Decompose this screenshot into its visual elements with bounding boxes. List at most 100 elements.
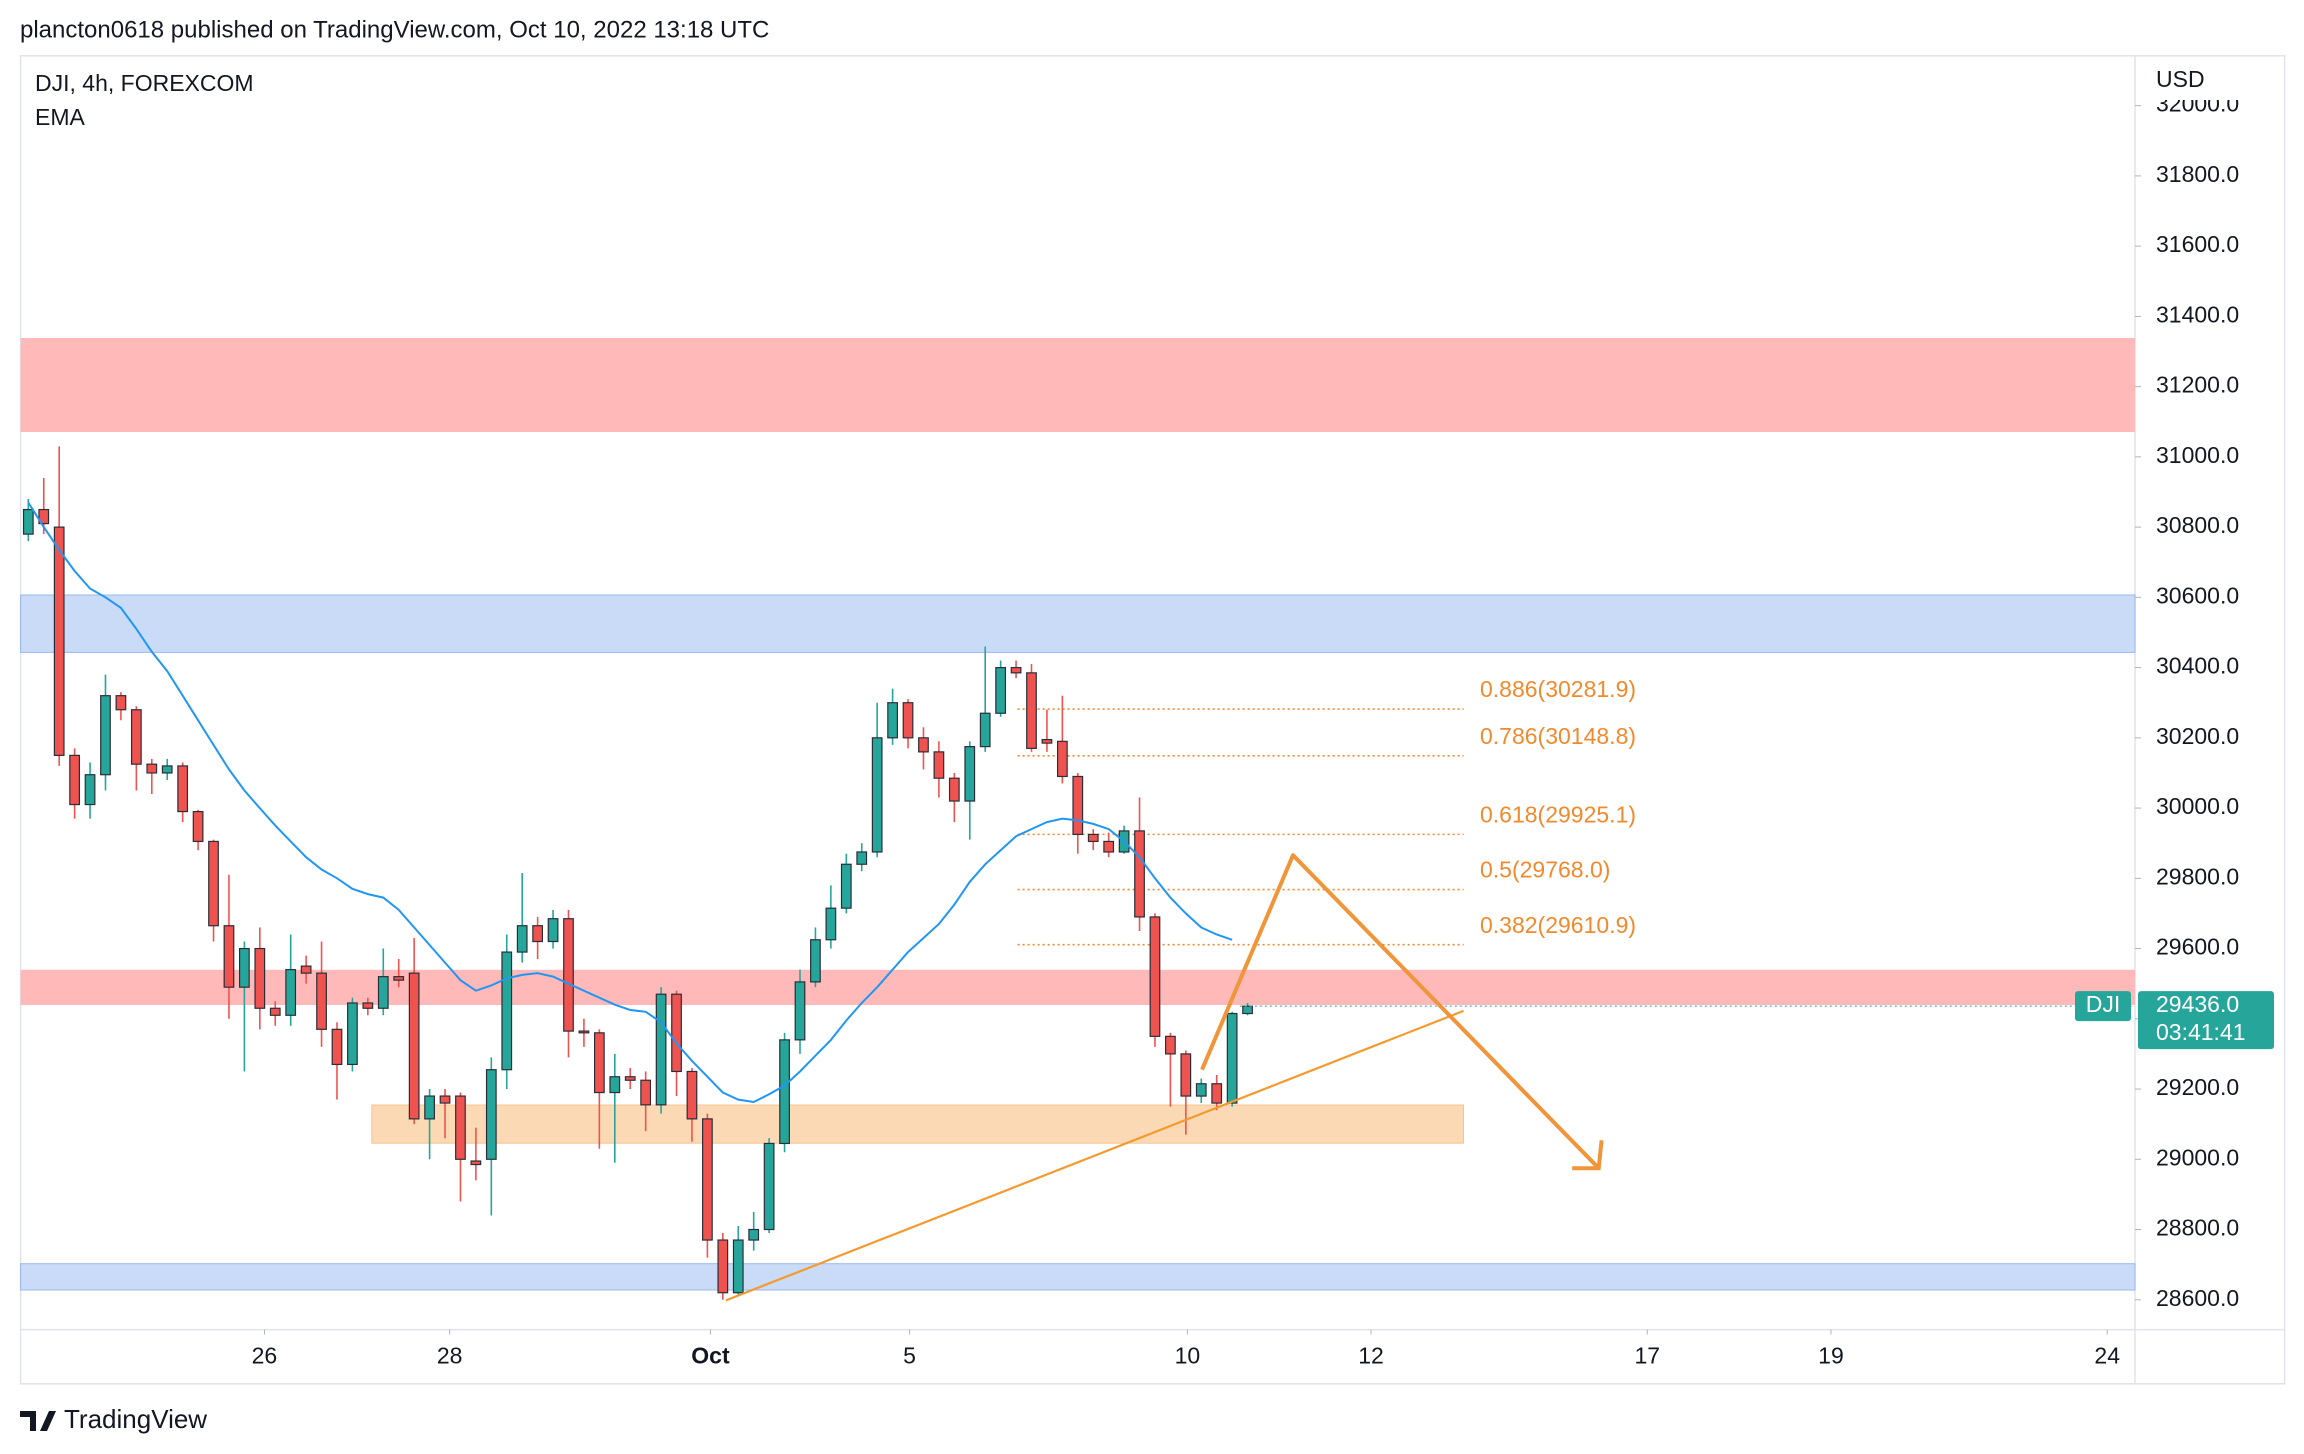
y-tick-label: 28800.0 xyxy=(2156,1215,2239,1241)
x-tick-label: 26 xyxy=(252,1343,278,1369)
attribution: plancton0618 published on TradingView.co… xyxy=(20,16,769,43)
candle-body xyxy=(856,851,868,865)
candle-body xyxy=(100,695,111,776)
candle-body xyxy=(964,746,976,802)
candle-body xyxy=(455,1095,466,1160)
candle-body xyxy=(38,508,50,525)
candle-body xyxy=(254,947,266,1009)
symbol-title: DJI, 4h, FOREXCOM xyxy=(35,70,254,96)
currency-backdrop xyxy=(2140,60,2280,100)
candle-body xyxy=(979,712,991,748)
candle-body xyxy=(161,765,173,774)
candle-body xyxy=(547,918,559,943)
y-tick-label: 31200.0 xyxy=(2156,372,2239,398)
candle-body xyxy=(887,702,898,739)
candle-body xyxy=(1211,1083,1223,1104)
candle-body xyxy=(439,1095,451,1104)
candle-body xyxy=(300,965,312,974)
candle-body xyxy=(593,1032,605,1094)
logo-icon xyxy=(20,1411,56,1431)
support-zone xyxy=(20,1263,2136,1291)
candle-body xyxy=(825,907,837,941)
candle-body xyxy=(1134,830,1145,918)
candle-body xyxy=(223,925,235,988)
candle-body xyxy=(686,1070,698,1120)
candle-body xyxy=(640,1079,652,1106)
candle-body xyxy=(470,1160,482,1166)
candle-body xyxy=(933,751,945,779)
x-tick-label: 12 xyxy=(1358,1343,1384,1369)
y-tick-label: 29800.0 xyxy=(2156,863,2239,889)
candle-body xyxy=(779,1039,790,1145)
symbol-tag-label: DJI xyxy=(2086,991,2121,1017)
candle-body xyxy=(269,1007,281,1016)
x-tick-label: 10 xyxy=(1175,1343,1201,1369)
candle-body xyxy=(1087,833,1099,843)
x-tick-label: 5 xyxy=(903,1343,916,1369)
resistance-zone xyxy=(20,969,2135,1005)
y-tick-label: 31400.0 xyxy=(2156,301,2239,327)
brand-name: TradingView xyxy=(64,1404,207,1434)
y-tick-label: 30800.0 xyxy=(2156,512,2239,538)
arrow-head xyxy=(1572,1140,1604,1171)
candle-body xyxy=(1226,1012,1238,1104)
x-tick-label: 24 xyxy=(2094,1343,2120,1369)
candle-body xyxy=(810,939,821,983)
y-tick-label: 29200.0 xyxy=(2156,1074,2239,1100)
candle-body xyxy=(717,1239,729,1294)
symbol-tag xyxy=(2075,991,2131,1022)
y-tick-label: 28600.0 xyxy=(2156,1285,2239,1311)
y-tick-label: 29000.0 xyxy=(2156,1144,2239,1170)
candle-body xyxy=(239,947,250,988)
trend-line xyxy=(725,1009,1464,1302)
candle-body xyxy=(624,1076,636,1081)
candle-body xyxy=(1041,738,1053,744)
indicator-name: EMA xyxy=(35,104,86,130)
resistance-zone xyxy=(20,338,2135,432)
candle-body xyxy=(1242,1005,1253,1015)
chart-frame xyxy=(19,55,2286,1385)
support-zone xyxy=(20,594,2136,653)
x-tick-label: 19 xyxy=(1818,1343,1844,1369)
candle-body xyxy=(563,918,574,1032)
candle-body xyxy=(902,702,914,739)
candle-body xyxy=(130,709,142,765)
fib-label: 0.786(30148.8) xyxy=(1480,723,1636,749)
candle-body xyxy=(285,969,297,1016)
candle-body xyxy=(1165,1035,1176,1055)
candle-body xyxy=(748,1228,760,1241)
y-tick-label: 31000.0 xyxy=(2156,442,2239,468)
candle-body xyxy=(948,777,960,802)
candle-body xyxy=(377,976,389,1009)
brand-logo: TradingView xyxy=(20,1404,207,1434)
y-tick-label: 31800.0 xyxy=(2156,161,2239,187)
candle-body xyxy=(516,925,528,953)
price-tag-label: 29436.0 xyxy=(2156,991,2239,1017)
candle-body xyxy=(578,1030,590,1034)
candle-body xyxy=(115,695,127,711)
demand-zone xyxy=(371,1104,1464,1144)
candle-body xyxy=(1195,1083,1207,1097)
countdown: 03:41:41 xyxy=(2156,1019,2246,1045)
candle-body xyxy=(840,863,852,909)
candle-body xyxy=(316,972,327,1030)
candle-body xyxy=(1103,840,1115,853)
candle-body xyxy=(609,1076,621,1094)
candle-body xyxy=(702,1118,713,1241)
candle-body xyxy=(331,1028,343,1066)
x-tick-label: 17 xyxy=(1635,1343,1661,1369)
candle-body xyxy=(1026,672,1037,749)
candle-body xyxy=(1010,666,1022,674)
candle-body xyxy=(794,981,806,1041)
candle-body xyxy=(501,951,513,1071)
plot: 0.886(30281.9) 0.786(30148.8) 0.618(29925.… xyxy=(22,105,2141,1335)
y-tick-label: 30600.0 xyxy=(2156,582,2239,608)
candle-body xyxy=(53,526,65,756)
candle-body xyxy=(871,737,883,853)
x-tick-label: Oct xyxy=(691,1343,730,1369)
candle-body xyxy=(485,1069,497,1160)
price-tag xyxy=(2138,991,2274,1050)
candle-body xyxy=(532,925,544,943)
projection-arrow xyxy=(1200,853,1601,1170)
candle-body xyxy=(671,993,682,1073)
